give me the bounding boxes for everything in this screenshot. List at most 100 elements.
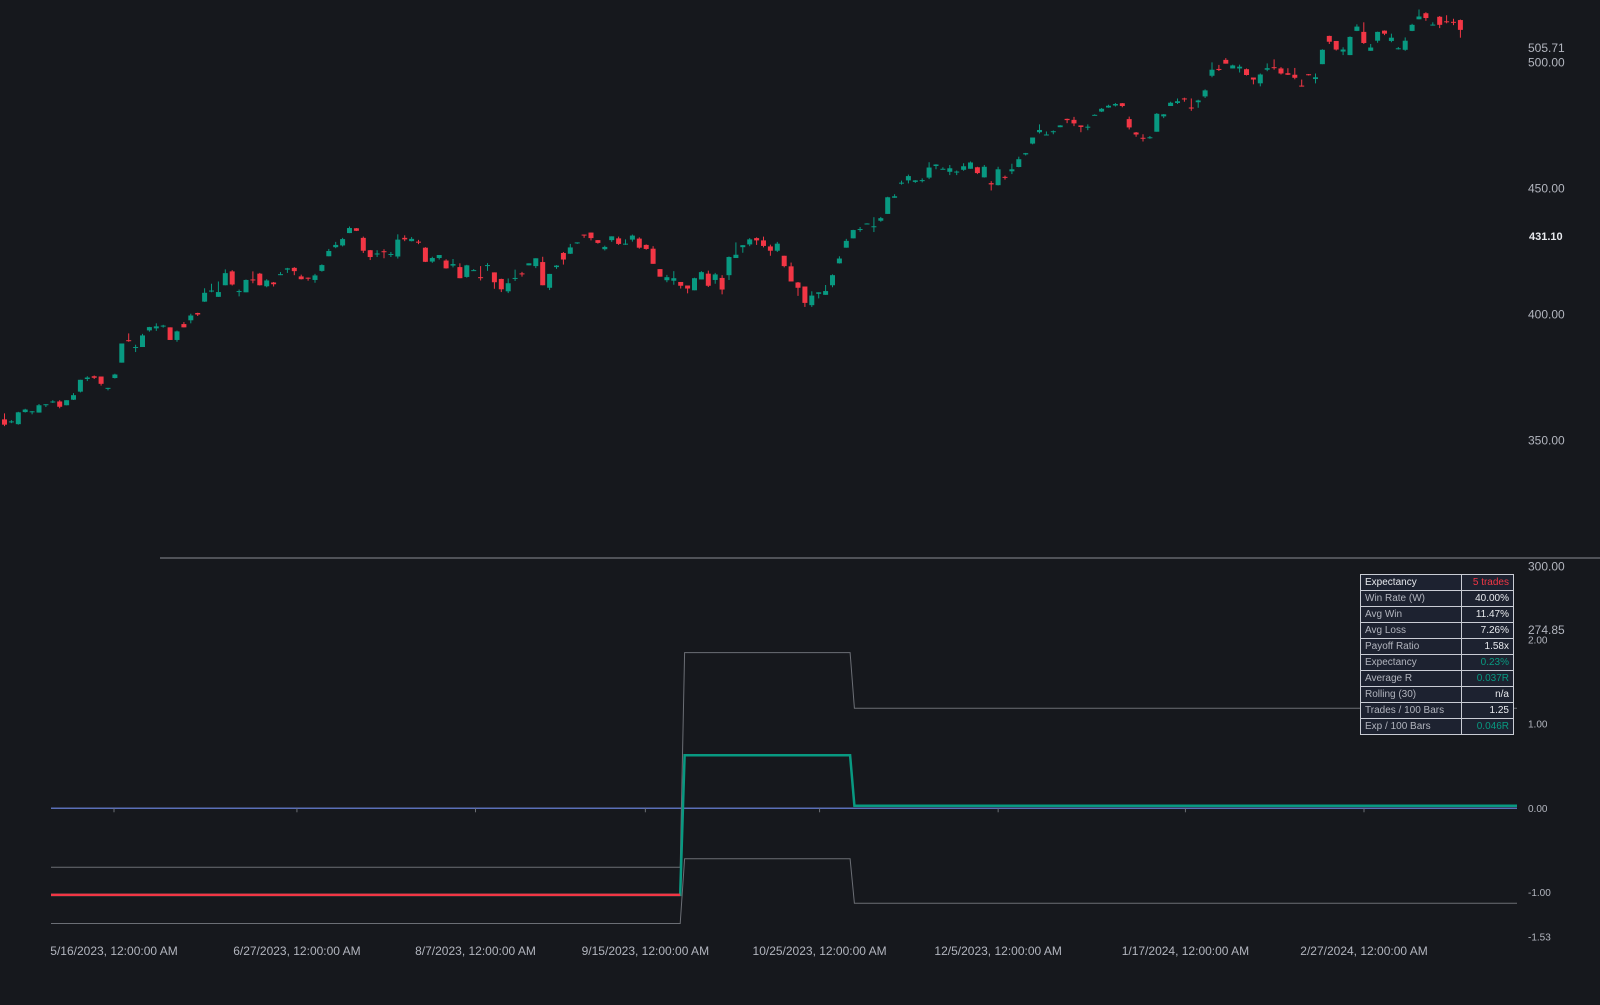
candle: [623, 239, 628, 245]
stats-label: Rolling (30): [1359, 686, 1463, 703]
candle: [91, 375, 97, 380]
candle: [167, 327, 173, 340]
stats-row: Trades / 100 Bars 1.25: [1359, 702, 1514, 719]
candle: [360, 236, 366, 253]
candle: [222, 269, 228, 286]
candle: [1092, 114, 1098, 116]
candle: [864, 223, 870, 225]
stats-label: Win Rate (W): [1359, 590, 1463, 607]
candle: [671, 271, 677, 285]
candle: [478, 266, 484, 281]
stats-value: 40.00%: [1461, 590, 1514, 607]
candle: [1154, 113, 1160, 132]
stats-label: Payoff Ratio: [1359, 638, 1463, 655]
candle: [774, 241, 780, 252]
candle: [1382, 30, 1387, 36]
candle: [912, 180, 918, 183]
candle: [319, 264, 325, 272]
candle: [381, 249, 387, 259]
candle: [705, 270, 711, 288]
candle: [188, 313, 194, 324]
candle: [305, 277, 311, 281]
candle: [195, 312, 201, 317]
candle: [1230, 64, 1236, 69]
candle: [512, 269, 518, 281]
stats-value: 0.046R: [1461, 718, 1514, 735]
candle: [1057, 125, 1063, 128]
candle: [905, 174, 911, 184]
candle: [367, 249, 373, 261]
candle: [250, 271, 256, 284]
stats-label: Expectancy: [1359, 574, 1463, 591]
candle: [402, 235, 408, 242]
candle: [29, 411, 35, 415]
candle: [312, 273, 318, 283]
candle: [629, 234, 635, 242]
candle: [533, 258, 539, 269]
candle: [809, 291, 815, 307]
candle: [567, 243, 573, 254]
candle: [146, 326, 152, 332]
expectancy-line: [51, 754, 1517, 897]
candle: [885, 196, 891, 214]
candle: [1326, 35, 1332, 44]
candle: [8, 420, 14, 424]
upper-band-line: [51, 652, 1517, 868]
candle: [436, 255, 442, 260]
candle: [547, 273, 553, 291]
candle: [609, 236, 615, 242]
candle: [236, 289, 242, 297]
candle: [1457, 19, 1463, 38]
price-axis-label: 500.00: [1528, 55, 1565, 69]
candle: [505, 278, 511, 294]
candle: [57, 400, 63, 409]
candle: [416, 239, 421, 245]
stats-row: Avg Win 11.47%: [1359, 606, 1514, 623]
indicator-axis-label: 0.00: [1528, 804, 1548, 815]
candle: [284, 267, 290, 273]
x-tick-label: 5/16/2023, 12:00:00 AM: [50, 944, 177, 958]
candle: [1140, 134, 1146, 142]
indicator-axis-label: -1.00: [1528, 888, 1551, 899]
candle: [719, 275, 725, 295]
candle: [926, 162, 932, 180]
candle: [1002, 175, 1008, 180]
stats-row: Exp / 100 Bars 0.046R: [1359, 718, 1514, 735]
stats-value: 7.26%: [1461, 622, 1514, 639]
candle: [119, 343, 125, 363]
candle: [1030, 137, 1036, 145]
stats-row: Payoff Ratio 1.58x: [1359, 638, 1514, 655]
stats-value: 5 trades: [1461, 574, 1514, 591]
candle: [616, 236, 622, 245]
candle: [126, 333, 132, 342]
candle: [1237, 64, 1243, 73]
x-tick-label: 9/15/2023, 12:00:00 AM: [582, 944, 709, 958]
candle: [422, 247, 428, 263]
price-axis-label: 450.00: [1528, 181, 1565, 195]
candle: [1078, 125, 1084, 133]
candle: [602, 245, 608, 251]
candle: [1216, 64, 1222, 71]
candle: [954, 170, 960, 176]
stats-label: Exp / 100 Bars: [1359, 718, 1463, 735]
candle: [443, 259, 449, 269]
candle: [1437, 16, 1443, 29]
candle: [1333, 40, 1339, 51]
candle: [698, 271, 704, 280]
candle: [388, 251, 394, 258]
candle: [1319, 49, 1325, 65]
candle: [1271, 59, 1277, 70]
candle: [1292, 67, 1298, 80]
x-tick-label: 8/7/2023, 12:00:00 AM: [415, 944, 536, 958]
stats-value: 0.037R: [1461, 670, 1514, 687]
candle: [229, 270, 235, 286]
candle: [968, 161, 973, 169]
candle: [450, 259, 456, 268]
candle: [395, 234, 401, 259]
candle: [754, 237, 760, 245]
candle: [574, 242, 580, 244]
candle: [747, 238, 753, 247]
candle: [595, 240, 601, 244]
